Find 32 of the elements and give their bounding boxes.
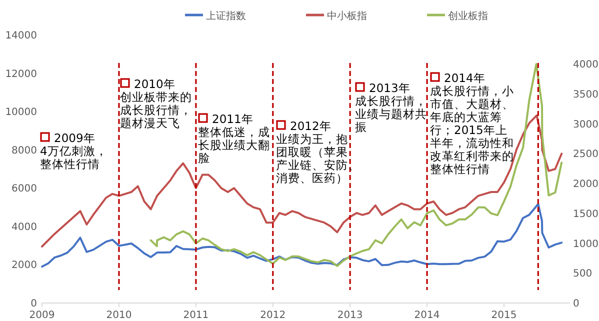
y2-tick-label: 1500 [573,208,598,220]
x-tick-label: 2009 [29,310,55,321]
annotation: 2014年成长股行情，小市值、大题材、年底的大蓝筹行；2015年上半年，流动性和改革红利带来的整体性行情 [430,71,514,176]
y-tick-label: 12000 [5,68,37,80]
legend-label: 中小板指 [327,10,367,22]
legend-label: 上证指数 [206,10,246,22]
annotation: 2010年创业板带来的成长股行情，题材漫天飞 [120,77,192,130]
legend-label: 创业板指 [448,10,488,22]
annotation: 2011年整体低迷，成长股业绩大翻脸 [198,112,270,165]
y2-tick-label: 500 [573,268,592,280]
y-tick-label: 6000 [12,184,37,195]
x-tick-label: 2015 [491,310,517,321]
x-tick-label: 2014 [414,310,440,321]
x-tick-label: 2013 [337,310,363,321]
y-tick-label: 0 [30,298,37,310]
y2-tick-label: 3000 [573,119,598,130]
y2-tick-label: 1000 [573,238,598,250]
x-tick-label: 2011 [183,310,209,321]
line-series [41,203,563,268]
y-tick-label: 10000 [5,107,37,118]
y-tick-label: 2000 [12,260,37,272]
y-tick-label: 4000 [12,222,37,233]
y2-tick-label: 2000 [573,179,598,190]
y2-tick-label: 0 [573,298,580,310]
y2-tick-label: 4000 [573,60,598,70]
x-tick-label: 2010 [106,310,132,321]
x-tick-label: 2012 [260,310,286,321]
y-tick-label: 8000 [12,145,37,156]
annotation: 2009年4万亿刺激，整体性行情 [40,131,108,171]
y2-tick-label: 3500 [573,89,598,100]
y2-tick-label: 2500 [573,149,598,160]
y-tick-label: 14000 [5,30,37,42]
